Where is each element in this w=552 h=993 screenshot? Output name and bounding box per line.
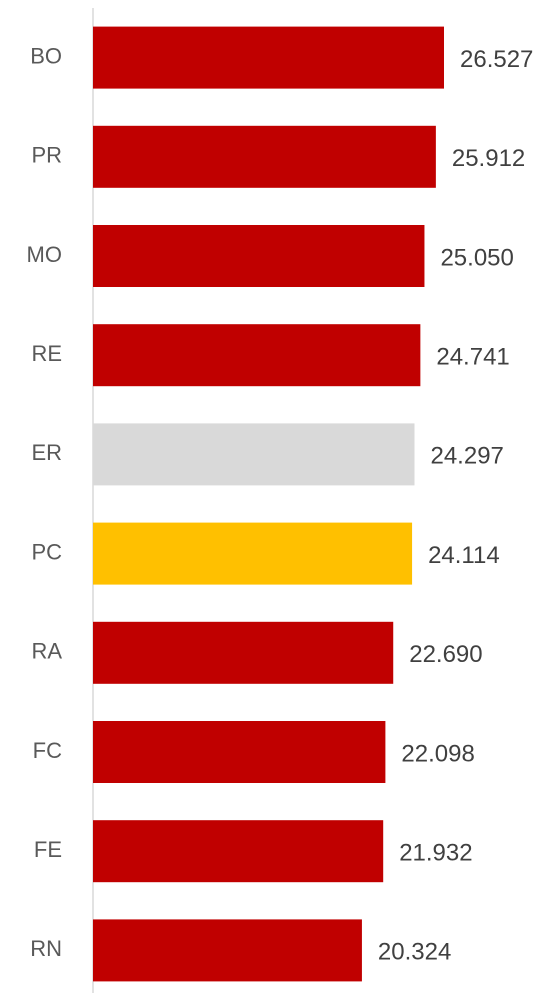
category-label: RE [31,341,62,366]
value-label: 22.098 [401,740,474,767]
value-label: 26.527 [460,46,533,73]
category-label: RA [31,639,62,664]
bar [93,721,386,783]
category-label: FC [33,738,62,763]
value-label: 24.297 [430,443,503,470]
category-label: ER [31,440,62,465]
value-label: 20.324 [378,939,451,966]
bar [93,522,413,585]
category-label: MO [27,242,62,267]
value-label: 22.690 [409,641,482,668]
value-label: 21.932 [399,840,472,867]
bar [93,621,394,684]
category-label: RN [30,936,62,961]
bar [93,423,415,486]
bar [93,820,384,883]
category-label: FE [34,837,62,862]
bar [93,125,436,188]
value-label: 24.741 [436,344,509,371]
bar [93,26,444,89]
value-label: 24.114 [428,542,500,569]
value-label: 25.912 [452,145,525,172]
bar [93,225,425,287]
category-label: PC [31,539,62,564]
bar [93,324,421,387]
value-label: 25.050 [440,244,513,271]
category-label: PR [31,143,62,168]
bar [93,919,362,982]
category-label: BO [30,43,62,68]
